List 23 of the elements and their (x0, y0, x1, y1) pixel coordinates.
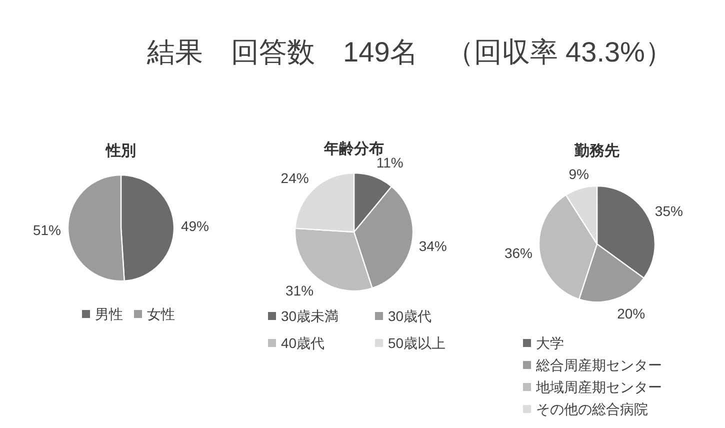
legend-label: 30歳代 (388, 308, 432, 324)
data-label: 34% (418, 238, 447, 254)
legend-label: 30歳未満 (281, 308, 339, 324)
legend-label: 大学 (536, 335, 564, 351)
chart-title: 性別 (105, 142, 136, 160)
legend-label: 50歳以上 (388, 335, 446, 351)
legend-label: 40歳代 (281, 335, 325, 351)
text: 結果 回答数 149名 （回収率 43.3%） (146, 36, 673, 68)
data-label: 31% (286, 282, 314, 298)
legend-label: 地域周産期センター (535, 379, 662, 395)
data-label: 24% (280, 170, 309, 186)
data-label: 51% (33, 222, 62, 238)
legend-label: 総合周産期センター (535, 357, 662, 373)
legend-label: 男性 (95, 306, 123, 322)
chart-title: 勤務先 (574, 142, 620, 160)
data-label: 49% (180, 218, 209, 234)
data-label: 35% (654, 202, 683, 219)
legend-label: 女性 (147, 306, 175, 322)
legend-label: その他の総合病院 (536, 401, 648, 417)
data-label: 20% (617, 305, 646, 322)
data-label: 36% (504, 245, 533, 262)
chart-title: 年齢分布 (323, 140, 384, 158)
data-label: 9% (568, 166, 589, 182)
